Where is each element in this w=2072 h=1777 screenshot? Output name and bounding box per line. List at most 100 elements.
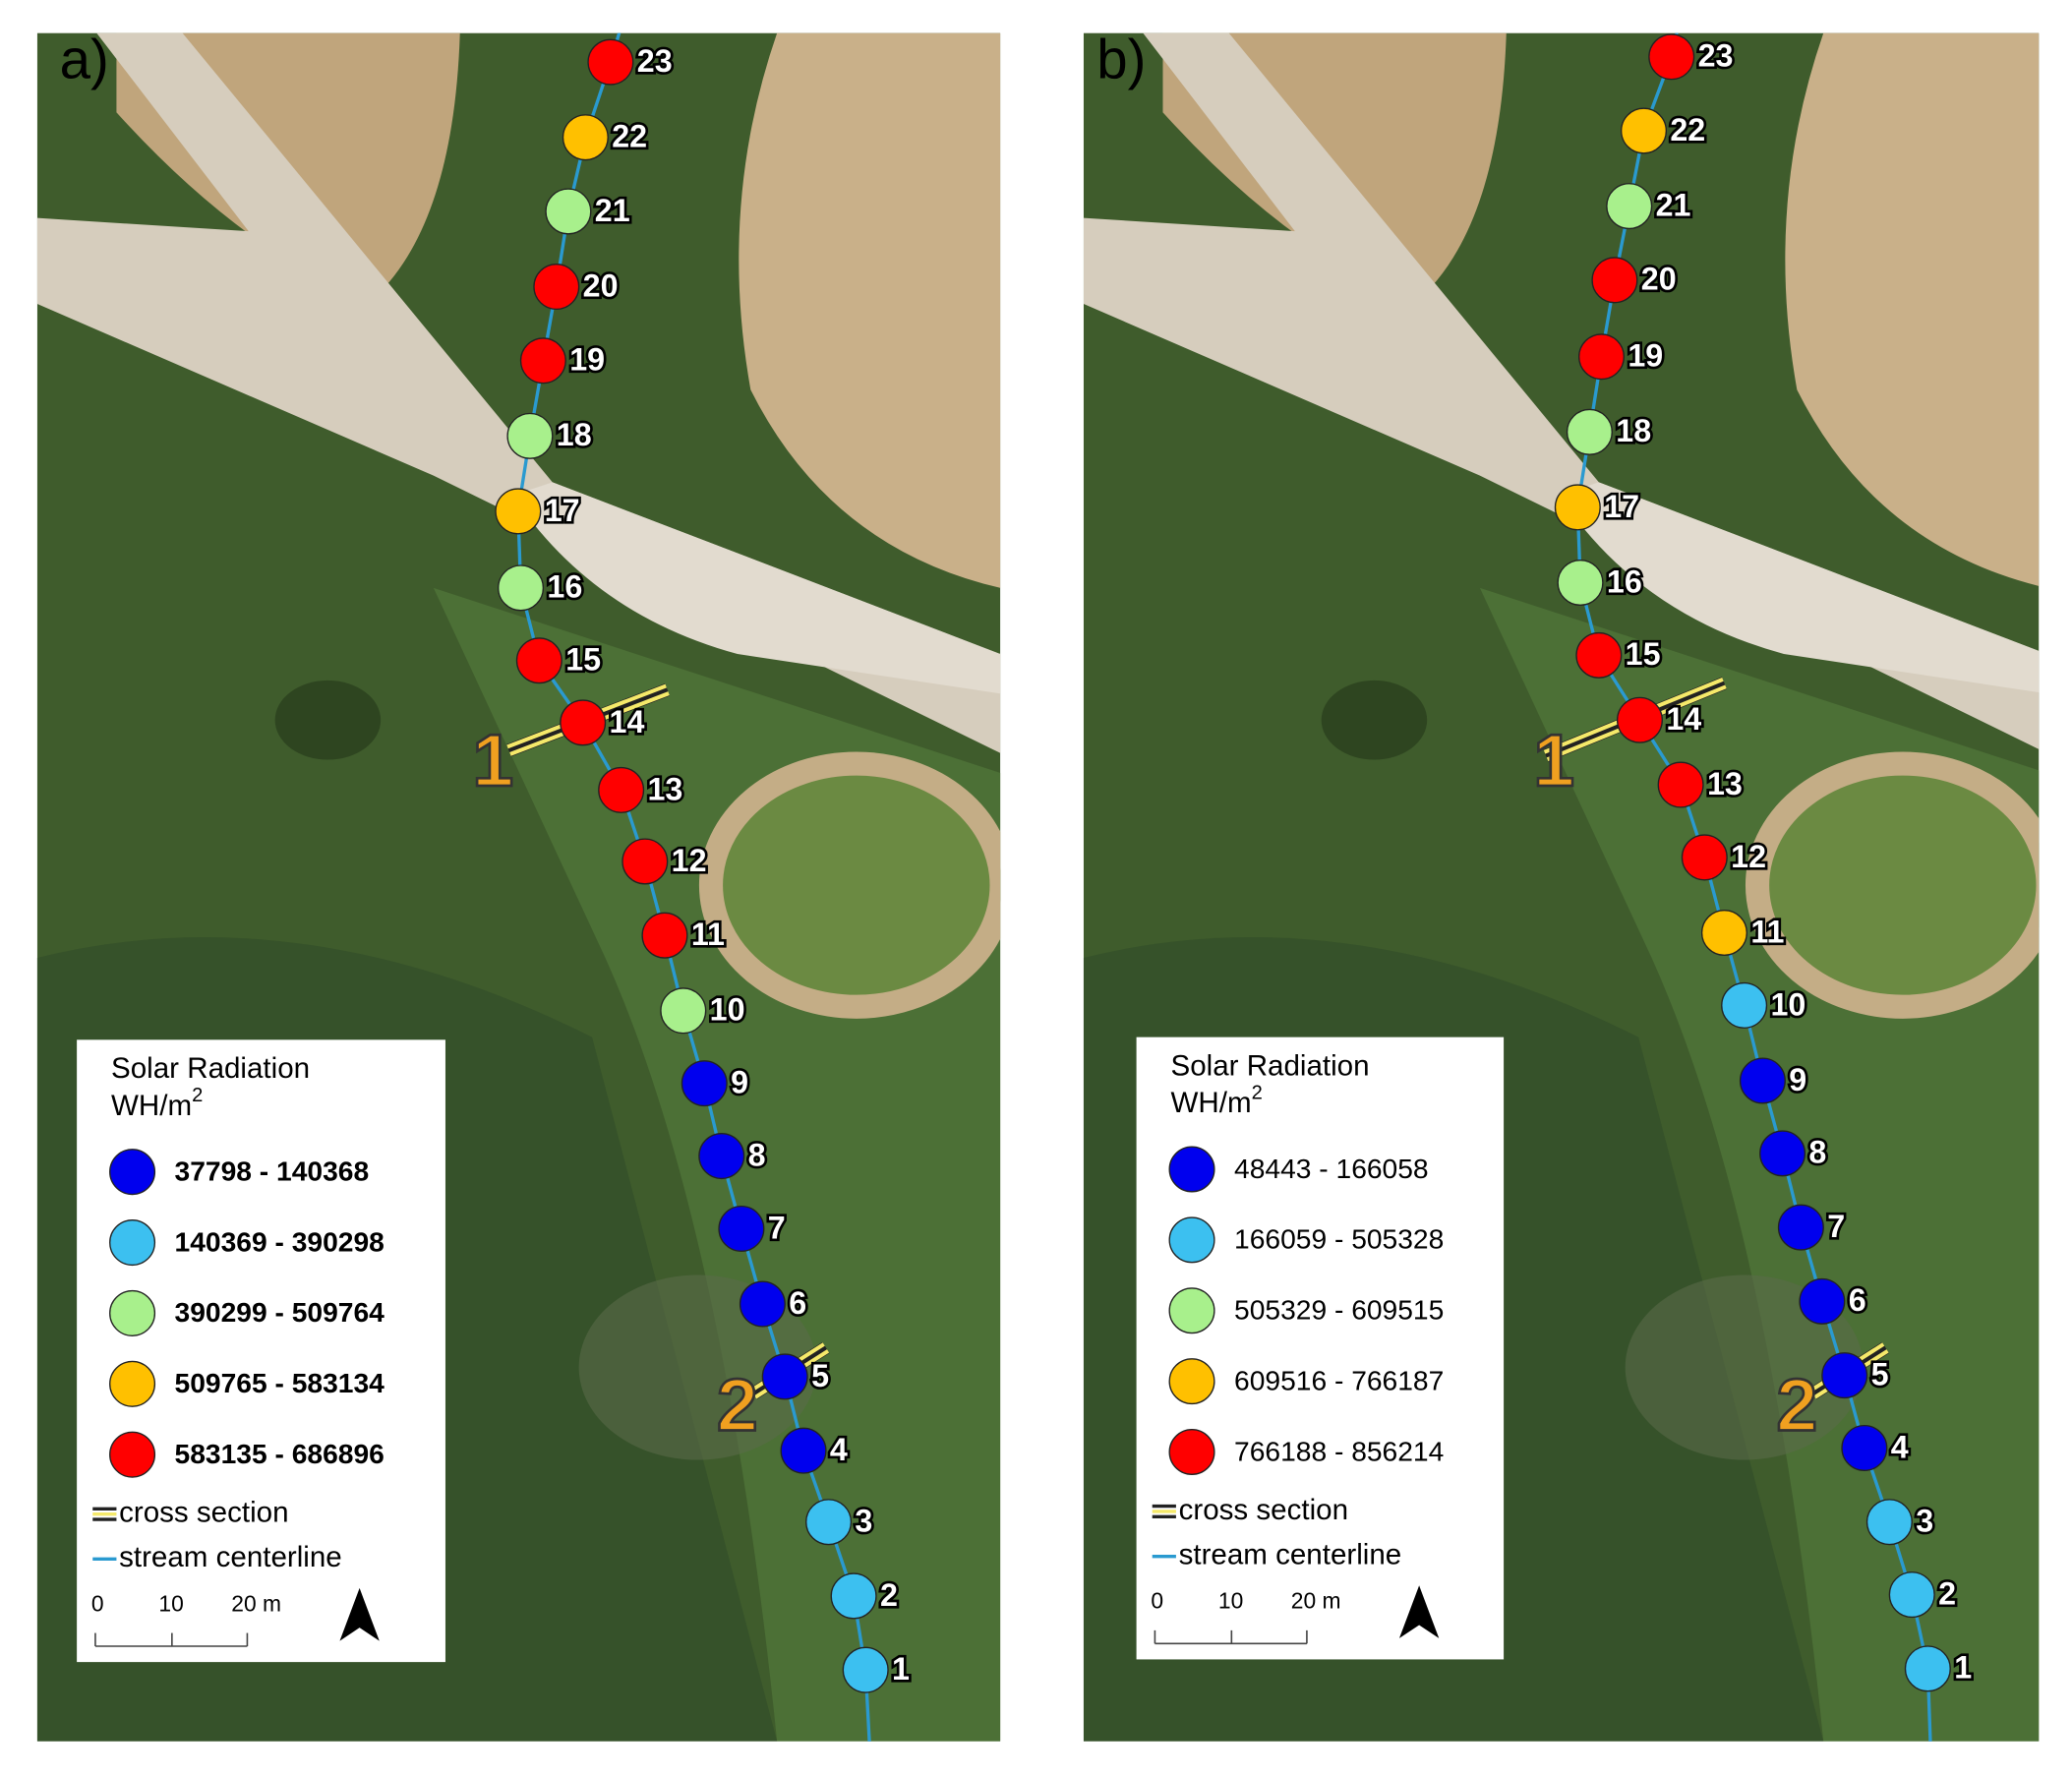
sample-point: [1620, 107, 1668, 154]
point-label: 12: [1731, 839, 1766, 874]
sample-point: [498, 564, 545, 612]
legend-class-label: 37798 - 140368: [175, 1155, 370, 1186]
legend-class-label: 140369 - 390298: [175, 1225, 385, 1257]
panel-label: b): [1096, 28, 1146, 89]
point-label: 6: [1849, 1282, 1866, 1318]
sample-point: [1557, 559, 1604, 606]
point-label: 8: [748, 1137, 766, 1172]
sample-point: [1616, 696, 1663, 743]
cross-section-label: 2: [1776, 1364, 1817, 1447]
sample-point: [698, 1133, 745, 1180]
point-label: 21: [595, 193, 630, 228]
point-label: 3: [1916, 1504, 1933, 1539]
legend-class-label: 505329 - 609515: [1234, 1294, 1444, 1326]
sample-point: [739, 1280, 786, 1328]
legend-box: [1136, 1037, 1505, 1660]
legend-centerline-label: stream centerline: [1179, 1538, 1402, 1570]
map-layer: 121234567891011121314151617181920212223a…: [60, 28, 1975, 1742]
legend-class-label: 583135 - 686896: [175, 1438, 385, 1469]
sample-point: [1821, 1352, 1868, 1399]
sample-point: [1888, 1571, 1935, 1619]
point-label: 23: [1698, 38, 1734, 74]
sample-point: [1575, 631, 1623, 679]
sample-point: [660, 987, 707, 1035]
point-label: 5: [1871, 1356, 1889, 1392]
point-label: 22: [1670, 112, 1705, 148]
sample-point: [1865, 1499, 1913, 1546]
point-label: 10: [710, 992, 745, 1028]
sample-point: [1657, 761, 1704, 808]
point-label: 1: [1954, 1650, 1972, 1686]
point-label: 22: [612, 119, 647, 154]
point-label: 17: [545, 493, 580, 528]
legend-cross-section-label: cross section: [1179, 1494, 1348, 1526]
sample-point: [1648, 33, 1695, 81]
legend-class-label: 48443 - 166058: [1234, 1153, 1429, 1184]
legend-unit-sup: 2: [192, 1085, 203, 1106]
legend-unit: WH/m2: [111, 1085, 203, 1121]
point-label: 4: [830, 1432, 848, 1467]
point-label: 13: [648, 771, 683, 806]
sample-point: [1681, 834, 1728, 881]
point-label: 11: [1750, 914, 1784, 949]
point-label: 21: [1656, 187, 1691, 222]
point-label: 19: [1628, 338, 1663, 374]
point-label: 18: [1616, 413, 1651, 448]
point-label: 16: [547, 569, 582, 605]
sample-point: [1721, 981, 1768, 1029]
sample-point: [1554, 484, 1601, 531]
scale-label: 10: [158, 1590, 183, 1616]
cross-section-label: 1: [1533, 719, 1574, 801]
point-label: 6: [789, 1285, 806, 1321]
legend-swatch: [1168, 1287, 1215, 1334]
sample-point: [1700, 909, 1747, 957]
point-label: 9: [731, 1065, 748, 1100]
sample-point: [519, 337, 566, 385]
sample-point: [506, 412, 554, 459]
point-label: 20: [1641, 262, 1677, 297]
sample-point: [761, 1353, 808, 1400]
sample-point: [495, 488, 542, 535]
point-label: 7: [768, 1210, 786, 1245]
scale-label: 10: [1218, 1588, 1243, 1614]
point-label: 2: [880, 1577, 898, 1613]
point-label: 18: [557, 417, 592, 452]
sample-point: [562, 114, 609, 161]
sample-point: [718, 1205, 765, 1252]
point-label: 1: [892, 1651, 910, 1687]
panel-label: a): [60, 28, 109, 89]
legend-centerline-label: stream centerline: [119, 1541, 342, 1573]
point-label: 5: [811, 1358, 829, 1393]
sample-point: [1759, 1130, 1806, 1177]
sample-point: [780, 1427, 827, 1474]
legend-unit-sup: 2: [1252, 1083, 1263, 1104]
sample-point: [681, 1060, 728, 1107]
scale-label: 0: [91, 1590, 104, 1616]
point-label: 7: [1827, 1209, 1845, 1244]
legend-swatch: [109, 1431, 156, 1478]
point-label: 10: [1770, 986, 1806, 1022]
sample-point: [641, 912, 688, 959]
point-label: 20: [583, 267, 619, 303]
sample-point: [598, 766, 645, 813]
legend-swatch: [109, 1149, 156, 1196]
legend-swatch: [109, 1219, 156, 1267]
sample-point: [1591, 257, 1638, 304]
sample-point: [1841, 1424, 1888, 1471]
point-label: 17: [1604, 489, 1639, 524]
legend-class-label: 166059 - 505328: [1234, 1223, 1444, 1255]
north-arrow: [339, 1587, 380, 1641]
legend-swatch: [109, 1360, 156, 1407]
scale-label: 20 m: [231, 1590, 281, 1616]
scale-label: 20 m: [1291, 1588, 1341, 1614]
sample-point: [1578, 333, 1626, 381]
point-label: 12: [672, 843, 707, 878]
sample-point: [1606, 183, 1653, 230]
sample-point: [1799, 1277, 1846, 1325]
sample-point: [830, 1572, 877, 1620]
legend-class-label: 390299 - 509764: [175, 1296, 385, 1328]
legend-title: Solar Radiation: [1171, 1049, 1370, 1082]
